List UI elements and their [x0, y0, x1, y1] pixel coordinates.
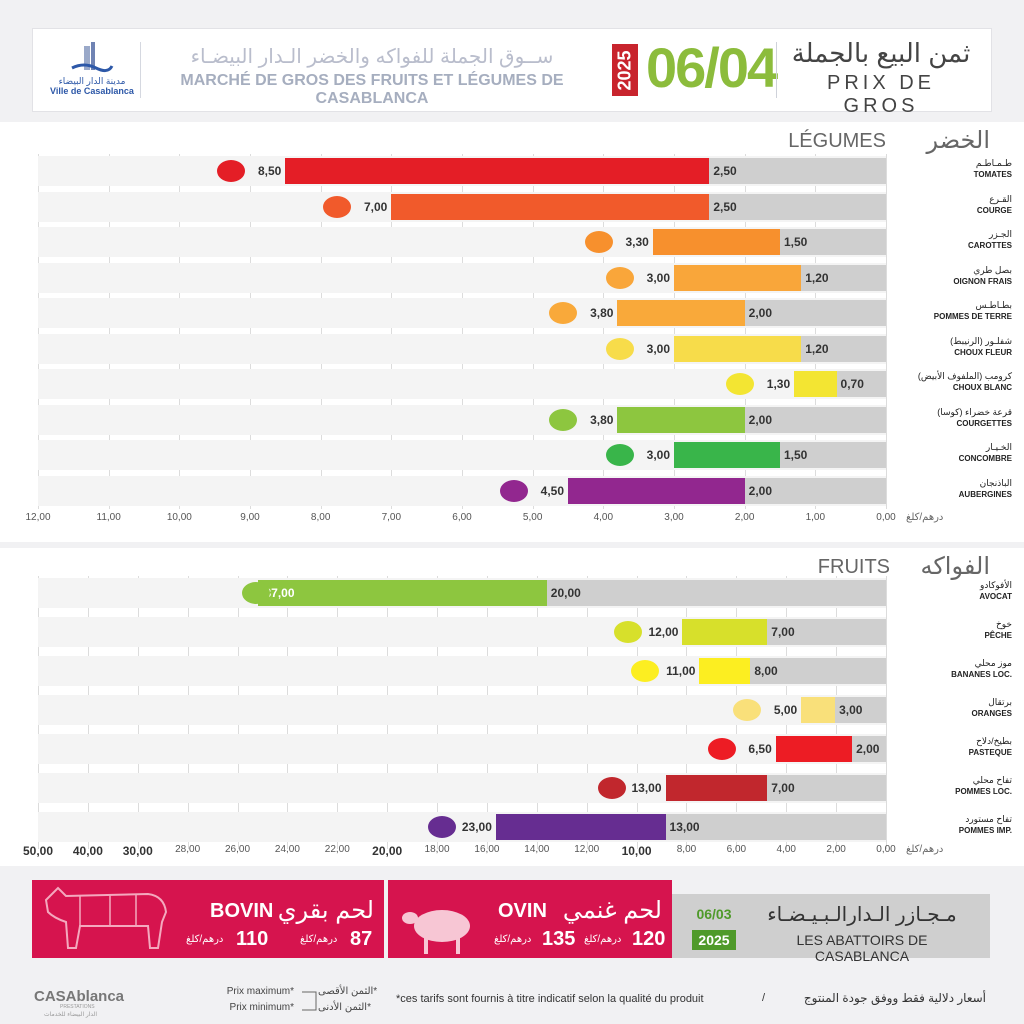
abattoirs-title-arabic: مـجـازر الـدارالـبـيـضـاء [767, 904, 957, 926]
legend-max-arabic: الثمن الأقصى* [318, 986, 378, 997]
ovin-label-arabic: لحم غنمي [562, 897, 662, 924]
ovin-max-unit: درهم/كلغ [584, 934, 622, 945]
disclaimer-french: *ces tarifs sont fournis à titre indicat… [396, 993, 704, 1005]
bovin-min-unit: درهم/كلغ [186, 934, 224, 945]
sheep-icon [402, 910, 470, 954]
legend-max-french: Prix maximum* [226, 986, 294, 997]
vegetables-title-arabic: الخضر [926, 127, 990, 154]
fruits-panel [0, 548, 1024, 866]
footer-logo-arabic: الدار البيضاء للخدمات [44, 1012, 98, 1018]
vegetables-panel [0, 122, 1024, 542]
ovin-label-french: OVIN [498, 900, 547, 922]
fruits-title-arabic: الفواكه [920, 553, 990, 580]
market-title-arabic: ســوق الجملة للفواكه والخضر الـدار البيض… [190, 46, 554, 68]
year-badge: 2025 [612, 44, 638, 96]
bovin-min-price: 110 [236, 928, 269, 950]
year-text: 2025 [614, 49, 635, 91]
abattoirs-year: 2025 [692, 930, 736, 950]
logo-french-text: Ville de Casablanca [50, 86, 134, 96]
bovin-label-arabic: لحم بقري [277, 897, 374, 924]
fruits-title-french: FRUITS [817, 556, 890, 578]
ovin-max-price: 120 [632, 928, 666, 950]
bovin-max-unit: درهم/كلغ [300, 934, 338, 945]
ovin-min-unit: درهم/كلغ [494, 934, 532, 945]
legend-min-arabic: الثمن الأدنى* [318, 1002, 371, 1013]
cow-icon [44, 886, 168, 949]
header-divider-2 [776, 42, 777, 98]
header-divider [140, 42, 141, 98]
legend-min-french: Prix minimum* [229, 1002, 294, 1013]
header-panel [32, 28, 992, 112]
logo-arabic-text: مدينة الدار البيضاء [58, 76, 126, 86]
bovin-max-price: 87 [350, 928, 373, 950]
market-title-french: MARCHÉ DE GROS DES FRUITS ET LÉGUMES DE … [180, 72, 564, 107]
legend-bracket-icon [302, 991, 317, 1011]
abattoirs-date: 06/03 [696, 906, 732, 922]
prix-title-french: PRIX DE GROS [826, 72, 936, 117]
bovin-panel [32, 880, 384, 958]
ovin-min-price: 135 [542, 928, 576, 950]
disclaimer-arabic: أسعار دلالية فقط ووفق جودة المنتوج [803, 991, 986, 1005]
abattoirs-title-french: LES ABATTOIRS DE CASABLANCA [796, 932, 928, 964]
casablanca-city-logo-icon [71, 42, 114, 73]
disclaimer-separator: / [762, 992, 766, 1004]
prix-title-arabic: ثمن البيع بالجملة [791, 38, 971, 68]
footer-logo: CASAblanca [34, 988, 125, 1005]
vegetables-title-french: LÉGUMES [788, 130, 886, 152]
bovin-label-french: BOVIN [210, 900, 274, 922]
date-display: 06/04 [646, 36, 778, 99]
footer-logo-sub: PRESTATIONS [60, 1004, 95, 1010]
